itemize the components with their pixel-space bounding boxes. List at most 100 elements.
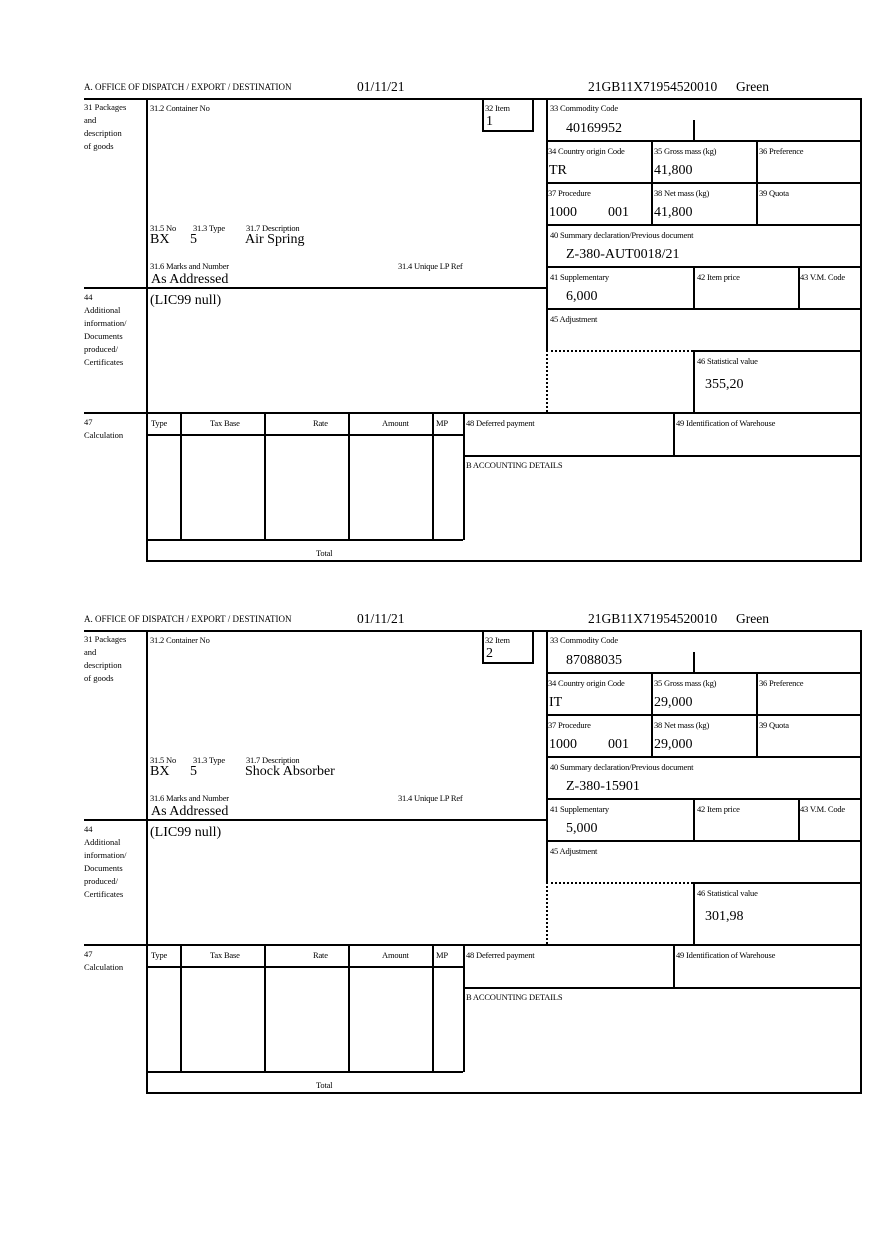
preference-label: 36 Preference bbox=[759, 678, 804, 688]
form-rule bbox=[482, 662, 534, 664]
commodity-code-label: 33 Commodity Code bbox=[550, 635, 618, 645]
deferred-payment-label: 48 Deferred payment bbox=[466, 418, 535, 428]
form-rule bbox=[146, 560, 862, 562]
item-label: 32 Item bbox=[485, 103, 510, 113]
vm-code-label: 43 V.M. Code bbox=[800, 804, 845, 814]
type-label: 31.3 Type bbox=[193, 755, 225, 765]
calc-header: MP bbox=[436, 950, 448, 960]
form-rule bbox=[651, 140, 653, 224]
supplementary-label: 41 Supplementary bbox=[550, 272, 609, 282]
box44-label-line: produced/ bbox=[84, 344, 118, 354]
additional-info: (LIC99 null) bbox=[150, 293, 222, 308]
form-rule bbox=[693, 120, 695, 141]
box44-label-line: 44 bbox=[84, 292, 93, 302]
box44-label: 44 Additional information/Documents produce… bbox=[84, 291, 127, 369]
form-rule bbox=[546, 630, 548, 882]
dotted-rule bbox=[546, 350, 693, 352]
statistical-value-label: 46 Statistical value bbox=[697, 356, 758, 366]
procedure-label: 37 Procedure bbox=[548, 720, 591, 730]
unique-lp-ref-label: 31.4 Unique LP Ref bbox=[398, 793, 463, 803]
country-origin: IT bbox=[549, 695, 563, 710]
form-rule bbox=[84, 944, 862, 946]
form-rule bbox=[546, 224, 862, 226]
form-rule bbox=[84, 819, 546, 821]
net-mass: 41,800 bbox=[654, 205, 693, 220]
declaration-reference: 21GB11X71954520010 bbox=[588, 611, 718, 626]
form-rule bbox=[463, 412, 465, 540]
calc-header: Rate bbox=[313, 950, 328, 960]
calc-header: Type bbox=[151, 950, 168, 960]
box31-label-line: of goods bbox=[84, 141, 114, 151]
calc-header: Tax Base bbox=[210, 418, 240, 428]
form-rule bbox=[482, 98, 484, 131]
box31-label-line: description bbox=[84, 660, 122, 670]
commodity-code: 87088035 bbox=[566, 653, 622, 668]
box31-label-line: and bbox=[84, 115, 97, 125]
form-rule bbox=[693, 350, 862, 352]
description-label: 31.7 Description bbox=[246, 755, 300, 765]
procedure-extra: 001 bbox=[608, 205, 629, 220]
form-rule bbox=[180, 412, 182, 540]
marks-value: As Addressed bbox=[151, 272, 229, 287]
office-label: A. OFFICE OF DISPATCH / EXPORT / DESTINA… bbox=[84, 82, 292, 92]
form-rule bbox=[756, 140, 758, 224]
package-count: 5 bbox=[190, 764, 197, 779]
description-label: 31.7 Description bbox=[246, 223, 300, 233]
goods-description: Shock Absorber bbox=[245, 764, 335, 779]
box47-label-line: Calculation bbox=[84, 430, 124, 440]
box31-label-line: description bbox=[84, 128, 122, 138]
marks-label: 31.6 Marks and Number bbox=[150, 261, 229, 271]
form-rule bbox=[463, 987, 862, 989]
box44-label-line: Certificates bbox=[84, 357, 124, 367]
calc-header: Rate bbox=[313, 418, 328, 428]
supplementary: 6,000 bbox=[566, 289, 598, 304]
form-rule bbox=[532, 630, 534, 663]
adjustment-label: 45 Adjustment bbox=[550, 314, 598, 324]
procedure: 1000 bbox=[549, 205, 577, 220]
form-rule bbox=[693, 266, 695, 308]
form-rule bbox=[146, 630, 148, 1093]
container-no-label: 31.2 Container No bbox=[150, 635, 210, 645]
box31-label: 31 Packages and description of goods bbox=[84, 101, 126, 153]
form-rule bbox=[264, 944, 266, 1072]
dotted-rule bbox=[546, 882, 548, 944]
procedure: 1000 bbox=[549, 737, 577, 752]
accounting-details-label: B ACCOUNTING DETAILS bbox=[466, 460, 563, 470]
form-rule bbox=[546, 308, 862, 310]
gross-mass: 29,000 bbox=[654, 695, 693, 710]
form-rule bbox=[146, 1092, 862, 1094]
quota-label: 39 Quota bbox=[759, 188, 789, 198]
box31-label-line: of goods bbox=[84, 673, 114, 683]
form-rule bbox=[146, 98, 148, 561]
supplementary: 5,000 bbox=[566, 821, 598, 836]
box44-label-line: information/ bbox=[84, 850, 127, 860]
package-count: 5 bbox=[190, 232, 197, 247]
item-price-label: 42 Item price bbox=[697, 272, 740, 282]
form-rule bbox=[546, 672, 862, 674]
vm-code-label: 43 V.M. Code bbox=[800, 272, 845, 282]
summary-declaration: Z-380-AUT0018/21 bbox=[566, 247, 680, 262]
unique-lp-ref-label: 31.4 Unique LP Ref bbox=[398, 261, 463, 271]
net-mass-label: 38 Net mass (kg) bbox=[654, 188, 710, 198]
form-rule bbox=[84, 287, 546, 289]
item-number: 1 bbox=[486, 114, 493, 129]
form-rule bbox=[146, 1071, 463, 1073]
calc-header: Type bbox=[151, 418, 168, 428]
no-label: 31.5 No bbox=[150, 755, 176, 765]
declaration-reference: 21GB11X71954520010 bbox=[588, 79, 718, 94]
form-rule bbox=[463, 944, 465, 1072]
net-mass: 29,000 bbox=[654, 737, 693, 752]
form-rule bbox=[860, 98, 862, 561]
accounting-details-label: B ACCOUNTING DETAILS bbox=[466, 992, 563, 1002]
form-rule bbox=[84, 98, 862, 100]
form-rule bbox=[146, 966, 463, 968]
country-origin-label: 34 Country origin Code bbox=[548, 678, 625, 688]
form-rule bbox=[348, 412, 350, 540]
form-rule bbox=[546, 266, 862, 268]
container-no-label: 31.2 Container No bbox=[150, 103, 210, 113]
box31-label-line: 31 Packages bbox=[84, 634, 127, 644]
form-rule bbox=[348, 944, 350, 1072]
form-rule bbox=[651, 672, 653, 756]
additional-info: (LIC99 null) bbox=[150, 825, 222, 840]
form-rule bbox=[84, 630, 862, 632]
